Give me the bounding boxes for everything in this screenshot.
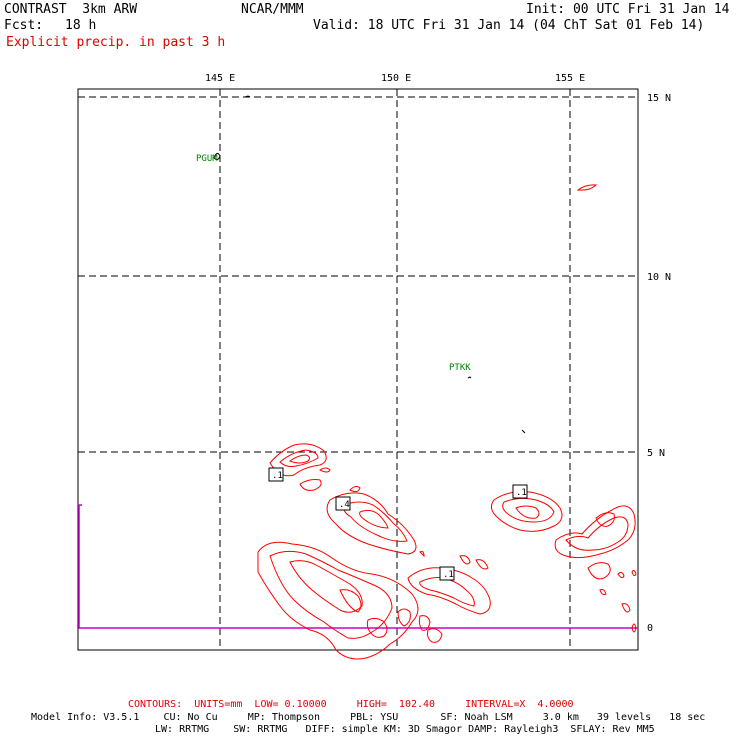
coastlines	[213, 95, 526, 434]
model-info-line-1: Model Info: V3.5.1 CU: No Cu MP: Thompso…	[31, 712, 706, 723]
lat-label-10n: 10 N	[647, 272, 671, 283]
contour-sw-1	[257, 541, 419, 660]
contour-nw-2	[299, 479, 322, 491]
graticule	[78, 89, 638, 650]
contour-nw-1	[269, 443, 327, 477]
small-island	[521, 429, 526, 434]
station-ptkk: PTKK	[449, 363, 471, 373]
model-title: CONTRAST 3km ARW	[4, 2, 138, 17]
contour-label-1: .1	[272, 471, 283, 481]
init-time: Init: 00 UTC Fri 31 Jan 14	[526, 2, 730, 17]
organization-label: NCAR/MMM	[241, 2, 304, 17]
equator-line	[78, 505, 638, 629]
lat-label-0: 0	[647, 623, 653, 634]
contour-fe-1	[554, 505, 636, 559]
contour-ne-small	[576, 184, 598, 191]
valid-time: Valid: 18 UTC Fri 31 Jan 14 (04 ChT Sat …	[313, 18, 705, 33]
precip-contours	[257, 184, 637, 660]
contour-center-1	[326, 492, 417, 555]
chuuk-island	[467, 376, 472, 379]
forecast-hour: 18 h	[65, 18, 97, 33]
lat-label-15n: 15 N	[647, 93, 671, 104]
guam-island	[213, 152, 221, 161]
contour-label-3: .1	[443, 570, 454, 580]
lon-label-155: 155 E	[555, 73, 585, 84]
contour-sw-2	[366, 617, 388, 638]
map-frame	[77, 88, 639, 651]
contour-e-1	[490, 491, 563, 532]
contour-fe-2	[587, 562, 611, 580]
lon-label-150: 150 E	[381, 73, 411, 84]
lat-label-5n: 5 N	[647, 448, 665, 459]
station-pgum: PGUM	[196, 154, 218, 164]
field-title: Explicit precip. in past 3 h	[6, 35, 226, 50]
contour-info: CONTOURS: UNITS=mm LOW= 0.10000 HIGH= 10…	[128, 699, 574, 710]
lon-label-145: 145 E	[205, 73, 235, 84]
model-info-line-2: LW: RRTMG SW: RRTMG DIFF: simple KM: 3D …	[155, 724, 655, 735]
contour-label-2: .4	[339, 500, 350, 510]
contour-labels: .1 .4 .1 .1	[268, 467, 528, 581]
island-north	[244, 95, 251, 98]
forecast-label: Fcst:	[4, 18, 44, 33]
contour-label-4: .1	[516, 488, 527, 498]
